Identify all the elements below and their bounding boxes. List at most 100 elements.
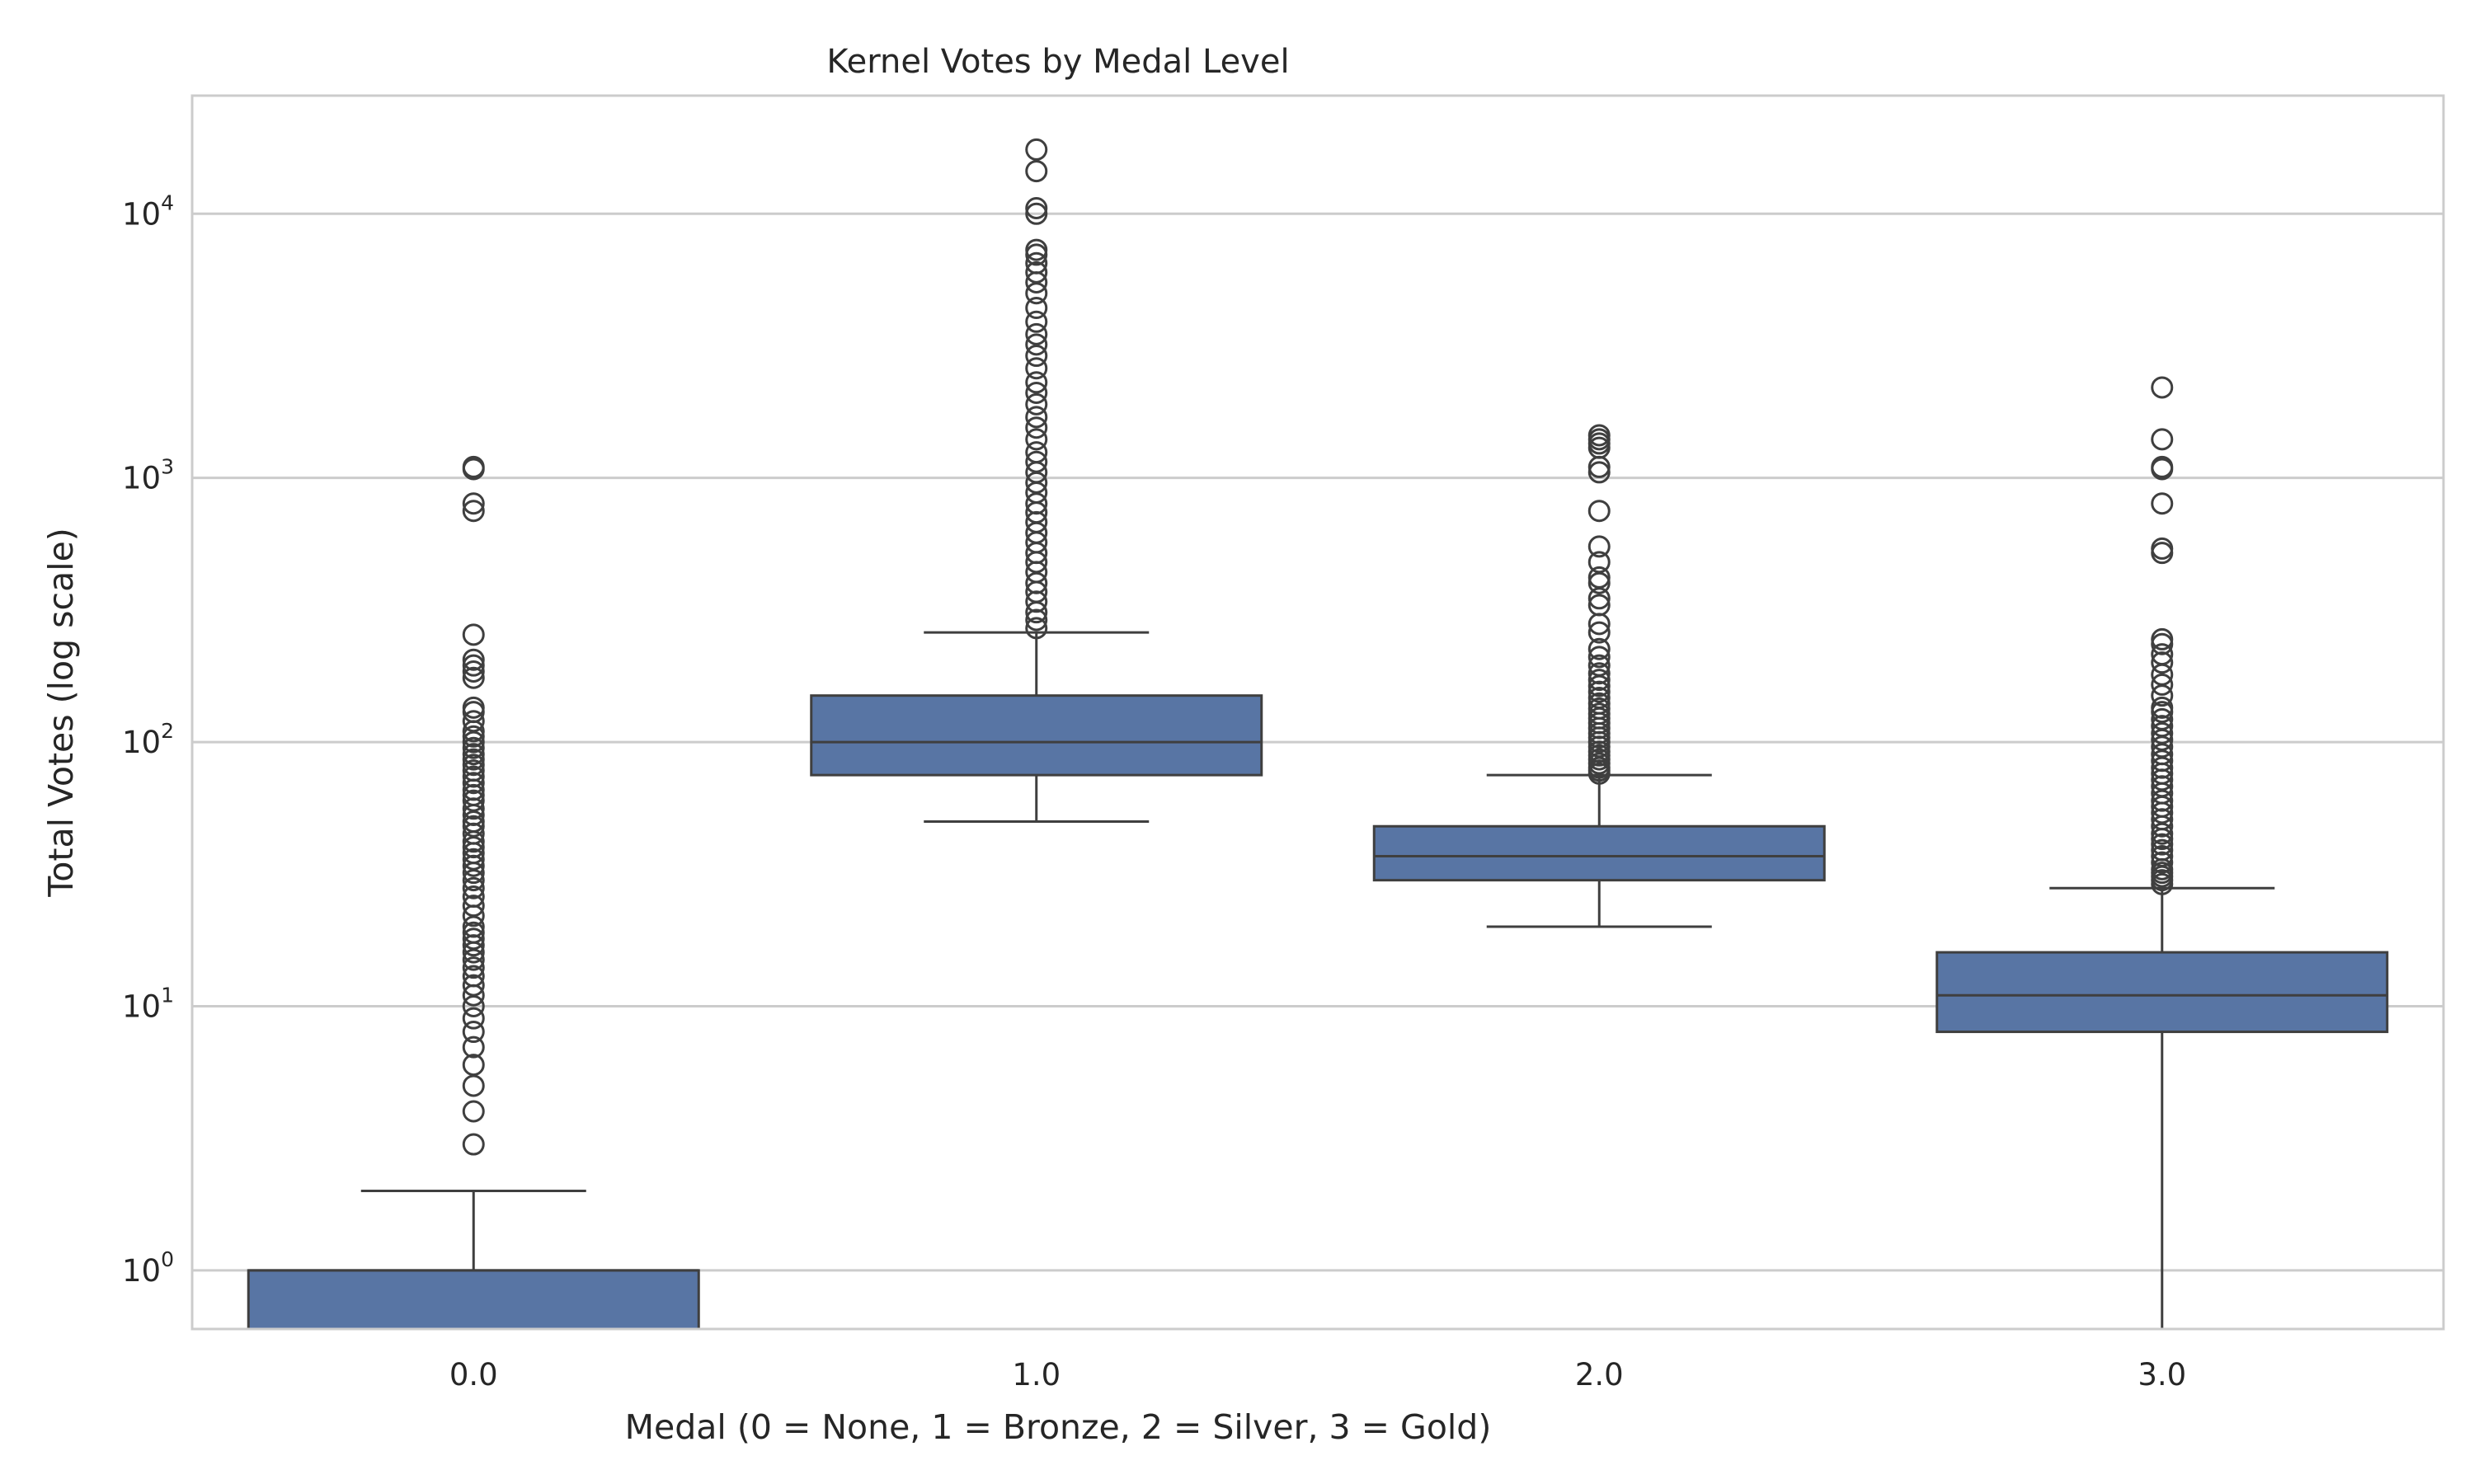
plot-frame: [190, 94, 2445, 1331]
iqr-box: [247, 1269, 700, 1331]
outlier-point: [462, 754, 485, 777]
outlier-point: [1025, 202, 1048, 225]
outlier-point: [1587, 424, 1611, 447]
outlier-point: [2151, 455, 2174, 478]
outlier-point: [1025, 261, 1048, 284]
outlier-point: [1025, 617, 1048, 640]
outlier-point: [1587, 692, 1611, 715]
outlier-point: [1025, 406, 1048, 429]
x-tick-label: 3.0: [2138, 1357, 2186, 1392]
outlier-point: [1025, 381, 1048, 404]
outlier-point: [462, 921, 485, 944]
outlier-point: [2151, 673, 2174, 696]
outlier-point: [2151, 707, 2174, 730]
outlier-point: [462, 666, 485, 689]
outlier-point: [1025, 297, 1048, 320]
outlier-point: [1025, 160, 1048, 183]
x-tick-label: 1.0: [1012, 1357, 1061, 1392]
outlier-point: [462, 928, 485, 951]
x-tick-label: 0.0: [449, 1357, 498, 1392]
outlier-point: [2151, 651, 2174, 674]
outlier-point: [462, 876, 485, 899]
outlier-point: [462, 759, 485, 782]
outlier-point: [2151, 696, 2174, 719]
outlier-point: [462, 743, 485, 766]
outlier-point: [2151, 428, 2174, 451]
outlier-point: [462, 772, 485, 795]
outlier-point: [462, 885, 485, 909]
outlier-point: [1587, 680, 1611, 703]
outlier-point: [462, 654, 485, 677]
outlier-point: [1587, 500, 1611, 523]
box-group: [1372, 424, 1826, 928]
outlier-point: [462, 1133, 485, 1156]
outlier-point: [1587, 621, 1611, 644]
outlier-point: [462, 748, 485, 771]
iqr-box: [1372, 824, 1826, 882]
iqr-box: [1935, 951, 2389, 1034]
outlier-point: [462, 848, 485, 871]
outlier-point: [1025, 371, 1048, 394]
outlier-point: [462, 974, 485, 997]
outlier-point: [462, 736, 485, 759]
outlier-point: [462, 1100, 485, 1123]
box-layer: [247, 138, 2389, 1331]
outlier-point: [462, 1054, 485, 1077]
x-tick-label: 2.0: [1575, 1357, 1624, 1392]
outlier-point: [462, 492, 485, 515]
outlier-point: [1025, 333, 1048, 356]
x-axis-label: Medal (0 = None, 1 = Bronze, 2 = Silver,…: [625, 1407, 1492, 1447]
outlier-point: [2151, 643, 2174, 666]
outlier-point: [1587, 654, 1611, 677]
outlier-point: [462, 696, 485, 719]
outlier-point: [1025, 238, 1048, 261]
outlier-point: [1025, 138, 1048, 161]
outlier-point: [1025, 416, 1048, 439]
outlier-point: [1025, 450, 1048, 473]
outlier-point: [2151, 376, 2174, 399]
outlier-point: [1025, 441, 1048, 464]
outlier-point: [2151, 851, 2174, 874]
outlier-point: [1587, 662, 1611, 685]
outlier-point: [1025, 608, 1048, 632]
outlier-point: [1587, 702, 1611, 726]
outlier-point: [462, 965, 485, 988]
outlier-point: [1587, 551, 1611, 574]
y-tick-label: 104: [122, 190, 174, 232]
outlier-point: [462, 623, 485, 646]
chart-title: Kernel Votes by Medal Level: [826, 43, 1289, 81]
outlier-point: [2151, 844, 2174, 867]
outlier-point: [1025, 251, 1048, 275]
outlier-point: [2151, 721, 2174, 744]
outlier-point: [1587, 566, 1611, 589]
outlier-point: [462, 1007, 485, 1030]
outlier-point: [2151, 715, 2174, 738]
outlier-point: [2151, 492, 2174, 515]
outlier-point: [462, 660, 485, 683]
outlier-point: [2151, 838, 2174, 862]
outlier-point: [1025, 196, 1048, 219]
outlier-point: [1025, 392, 1048, 416]
outlier-point: [2151, 537, 2174, 560]
box-group: [1935, 376, 2389, 1329]
y-tick-label: 103: [122, 455, 174, 496]
outlier-point: [1025, 310, 1048, 333]
tick-layer: 100 101 102 103 104 0.0 1.0 2.0 3.0: [122, 190, 2186, 1392]
outlier-point: [462, 765, 485, 788]
outlier-point: [462, 1021, 485, 1044]
outlier-point: [1025, 357, 1048, 380]
iqr-box: [810, 694, 1263, 777]
outlier-point: [462, 956, 485, 979]
outlier-point: [462, 725, 485, 748]
outlier-point: [1587, 686, 1611, 709]
outlier-point: [2151, 833, 2174, 856]
box-group: [247, 455, 700, 1331]
outlier-point: [1587, 669, 1611, 692]
outlier-point: [462, 710, 485, 733]
outlier-point: [462, 789, 485, 812]
box-group: [810, 138, 1263, 824]
outlier-point: [462, 783, 485, 806]
outlier-point: [1025, 345, 1048, 368]
y-axis-label: Total Votes (log scale): [41, 528, 81, 898]
